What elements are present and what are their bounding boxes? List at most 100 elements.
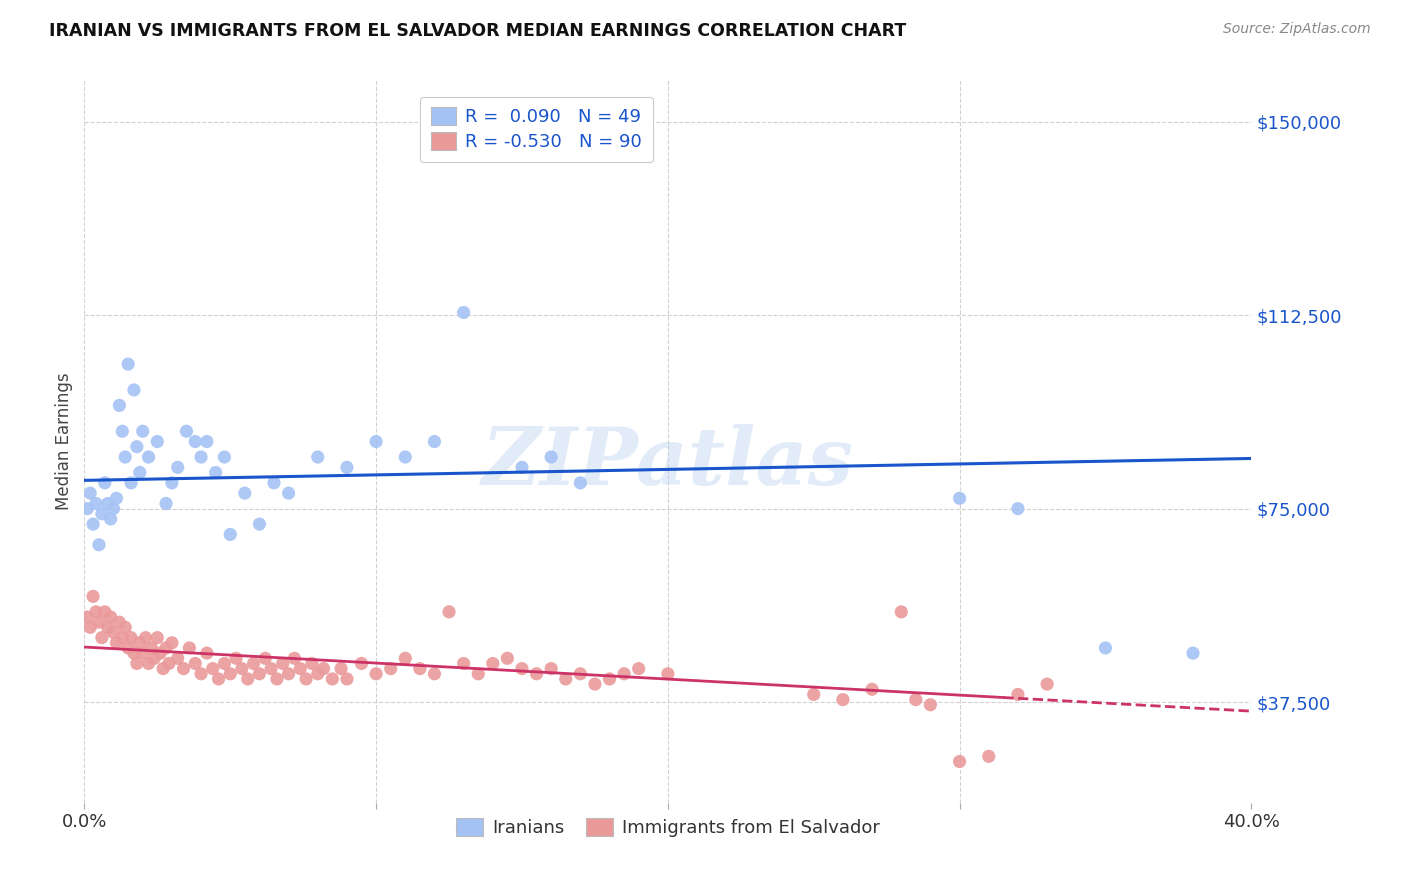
Point bbox=[231, 662, 253, 676]
Point bbox=[100, 512, 122, 526]
Point bbox=[453, 657, 475, 671]
Point bbox=[179, 640, 201, 655]
Point bbox=[82, 517, 104, 532]
Point bbox=[157, 657, 180, 671]
Point bbox=[482, 657, 505, 671]
Point bbox=[141, 640, 163, 655]
Point bbox=[540, 450, 562, 464]
Point bbox=[138, 657, 160, 671]
Point bbox=[105, 491, 128, 506]
Point bbox=[87, 615, 110, 630]
Point bbox=[76, 610, 98, 624]
Point bbox=[330, 662, 353, 676]
Point bbox=[90, 507, 112, 521]
Point bbox=[242, 657, 264, 671]
Point bbox=[111, 424, 134, 438]
Point bbox=[904, 692, 927, 706]
Text: Source: ZipAtlas.com: Source: ZipAtlas.com bbox=[1223, 22, 1371, 37]
Point bbox=[307, 666, 329, 681]
Point bbox=[860, 682, 883, 697]
Point bbox=[79, 486, 101, 500]
Point bbox=[146, 631, 169, 645]
Point bbox=[128, 636, 150, 650]
Point bbox=[149, 646, 172, 660]
Point bbox=[97, 620, 120, 634]
Point bbox=[111, 631, 134, 645]
Point bbox=[120, 475, 142, 490]
Point bbox=[295, 672, 318, 686]
Point bbox=[173, 662, 195, 676]
Point bbox=[117, 357, 139, 371]
Point bbox=[1007, 501, 1029, 516]
Point bbox=[204, 466, 226, 480]
Point bbox=[409, 662, 432, 676]
Point bbox=[166, 651, 188, 665]
Point bbox=[201, 662, 224, 676]
Point bbox=[219, 527, 242, 541]
Point bbox=[1007, 687, 1029, 701]
Point bbox=[949, 491, 972, 506]
Point bbox=[627, 662, 650, 676]
Point bbox=[138, 450, 160, 464]
Point bbox=[114, 620, 136, 634]
Point bbox=[214, 657, 236, 671]
Point bbox=[184, 434, 207, 449]
Point bbox=[76, 501, 98, 516]
Point bbox=[423, 666, 446, 681]
Point bbox=[977, 749, 1000, 764]
Point bbox=[307, 450, 329, 464]
Point bbox=[467, 666, 489, 681]
Point bbox=[94, 605, 117, 619]
Point bbox=[832, 692, 855, 706]
Point bbox=[122, 383, 145, 397]
Point bbox=[437, 605, 460, 619]
Point bbox=[920, 698, 942, 712]
Point bbox=[79, 620, 101, 634]
Point bbox=[100, 610, 122, 624]
Y-axis label: Median Earnings: Median Earnings bbox=[55, 373, 73, 510]
Point bbox=[301, 657, 323, 671]
Point bbox=[423, 434, 446, 449]
Point bbox=[350, 657, 373, 671]
Point bbox=[184, 657, 207, 671]
Point bbox=[84, 496, 107, 510]
Point bbox=[569, 666, 592, 681]
Point bbox=[949, 755, 972, 769]
Point bbox=[132, 424, 155, 438]
Point bbox=[132, 646, 155, 660]
Point bbox=[283, 651, 305, 665]
Point bbox=[87, 538, 110, 552]
Text: ZIPatlas: ZIPatlas bbox=[482, 425, 853, 502]
Point bbox=[271, 657, 294, 671]
Point bbox=[233, 486, 256, 500]
Point bbox=[496, 651, 519, 665]
Point bbox=[510, 662, 533, 676]
Point bbox=[249, 517, 271, 532]
Point bbox=[336, 672, 359, 686]
Point bbox=[122, 646, 145, 660]
Point bbox=[1182, 646, 1205, 660]
Point bbox=[207, 672, 229, 686]
Point bbox=[225, 651, 247, 665]
Point bbox=[1036, 677, 1059, 691]
Point bbox=[277, 666, 299, 681]
Point bbox=[190, 450, 212, 464]
Point bbox=[120, 631, 142, 645]
Point bbox=[219, 666, 242, 681]
Point bbox=[94, 475, 117, 490]
Point bbox=[190, 666, 212, 681]
Point bbox=[195, 434, 218, 449]
Point bbox=[97, 496, 120, 510]
Point bbox=[249, 666, 271, 681]
Point bbox=[160, 475, 183, 490]
Point bbox=[599, 672, 621, 686]
Point bbox=[803, 687, 825, 701]
Point bbox=[321, 672, 343, 686]
Point bbox=[554, 672, 576, 686]
Point bbox=[277, 486, 299, 500]
Point bbox=[394, 651, 416, 665]
Point bbox=[195, 646, 218, 660]
Point bbox=[613, 666, 636, 681]
Point bbox=[176, 424, 198, 438]
Point bbox=[117, 640, 139, 655]
